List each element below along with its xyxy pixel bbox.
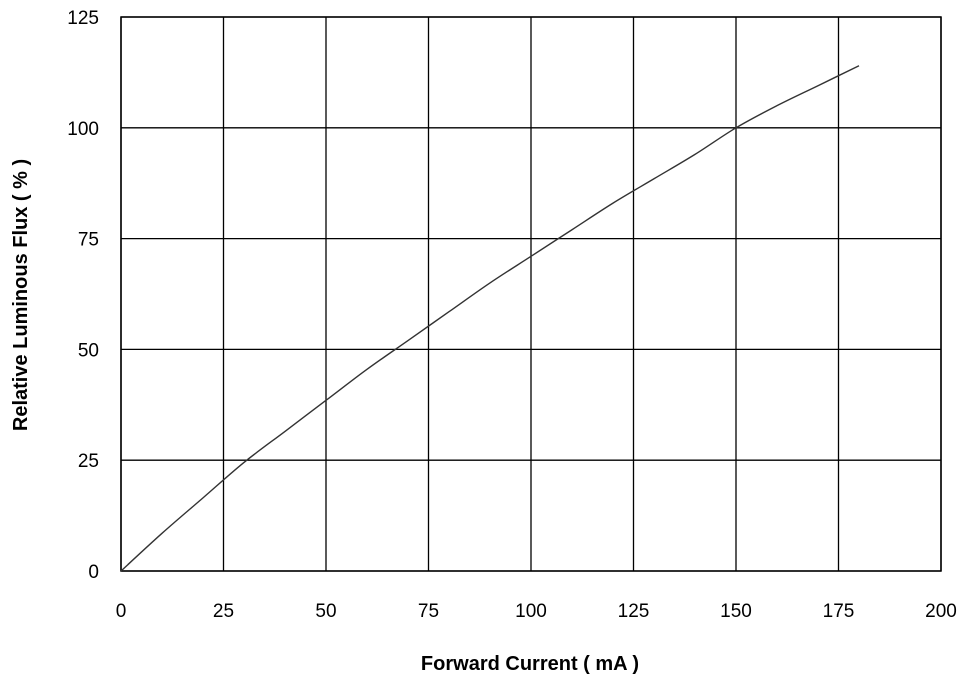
series-layer	[120, 65, 860, 572]
x-axis-title: Forward Current ( mA )	[421, 653, 639, 675]
y-tick-label: 100	[67, 119, 99, 140]
y-tick-label: 75	[78, 230, 99, 251]
grid	[120, 16, 942, 572]
y-axis-tick-labels: 0 25 50 75 100 125	[67, 8, 99, 583]
y-tick-label: 50	[78, 340, 99, 361]
series-line-0	[120, 65, 860, 572]
x-axis-tick-labels: 0 25 50 75 100 125 150 175 200	[116, 601, 957, 622]
x-tick-label: 50	[315, 601, 336, 622]
x-tick-label: 0	[116, 601, 127, 622]
x-tick-label: 100	[515, 601, 547, 622]
y-tick-label: 25	[78, 451, 99, 472]
x-tick-label: 75	[418, 601, 439, 622]
y-axis-title: Relative Luminous Flux ( % )	[10, 159, 32, 431]
x-tick-label: 150	[720, 601, 752, 622]
y-tick-label: 0	[88, 562, 99, 583]
x-tick-label: 175	[823, 601, 855, 622]
x-tick-label: 25	[213, 601, 234, 622]
x-tick-label: 125	[618, 601, 650, 622]
y-tick-label: 125	[67, 8, 99, 29]
plot-area-border	[120, 16, 942, 572]
x-tick-label: 200	[925, 601, 957, 622]
